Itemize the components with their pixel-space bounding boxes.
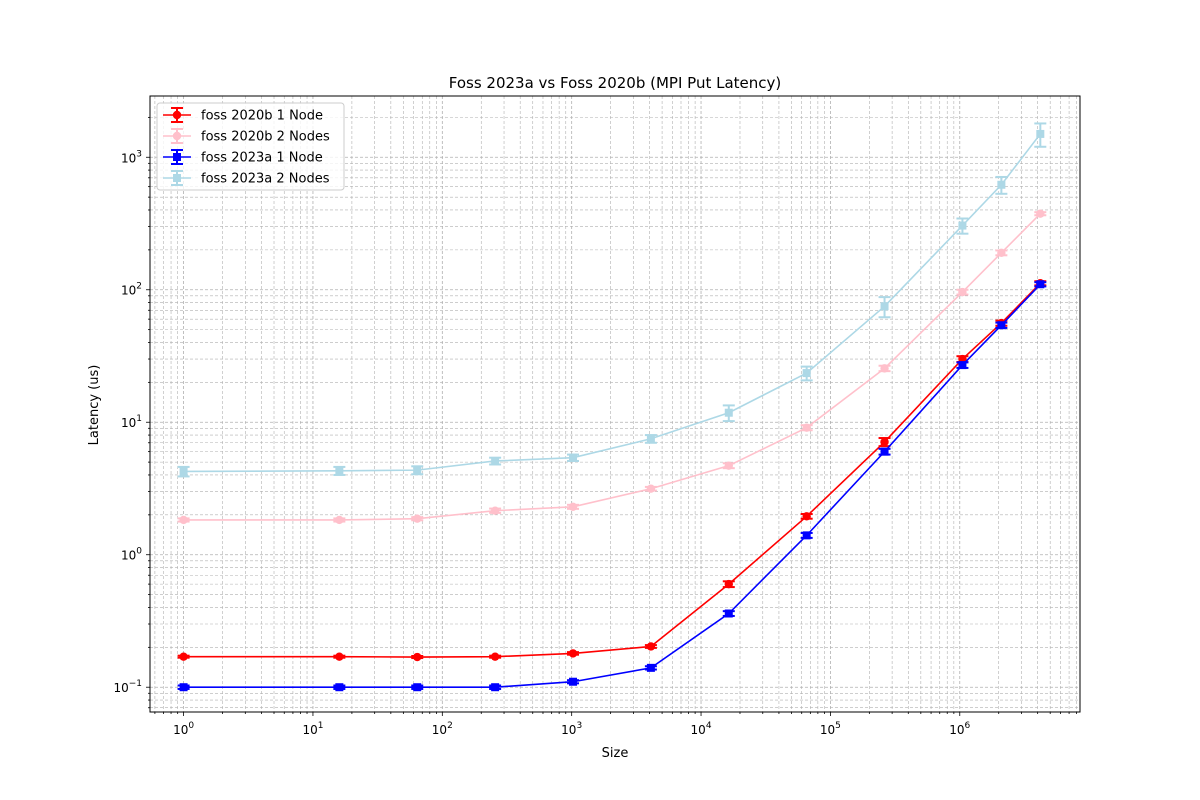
y-tick-label: 102	[121, 282, 142, 298]
data-point	[997, 248, 1006, 258]
x-tick-label: 104	[691, 721, 712, 737]
series-1	[177, 209, 1047, 525]
data-point	[880, 364, 889, 373]
data-point	[646, 484, 656, 493]
x-axis-label: Size	[602, 746, 629, 761]
data-point	[802, 531, 811, 540]
data-point	[568, 649, 578, 658]
chart-title: Foss 2023a vs Foss 2020b (MPI Put Latenc…	[449, 74, 782, 92]
legend-marker	[173, 153, 181, 161]
data-point	[958, 287, 967, 297]
series-line	[183, 283, 1041, 689]
data-point	[724, 579, 733, 589]
data-point	[724, 408, 733, 417]
data-point	[724, 461, 733, 470]
legend-marker	[173, 174, 181, 182]
data-point	[724, 609, 733, 618]
data-point	[646, 434, 655, 443]
data-point	[413, 514, 422, 523]
plot-frame	[149, 95, 1081, 713]
data-point	[880, 447, 889, 456]
x-tick-label: 105	[820, 721, 841, 737]
data-point	[1036, 129, 1045, 138]
data-point	[179, 652, 188, 661]
legend-item: foss 2023a 1 Node	[163, 149, 323, 166]
data-point	[997, 321, 1006, 330]
data-point	[491, 456, 500, 465]
data-point	[1036, 209, 1045, 218]
data-point	[179, 683, 188, 692]
y-tick-label: 103	[121, 149, 142, 165]
data-point	[490, 506, 500, 515]
x-tick-label: 102	[432, 721, 453, 737]
data-point	[490, 652, 500, 661]
legend-item: foss 2020b 2 Nodes	[163, 128, 330, 145]
legend-label: foss 2020b 2 Nodes	[201, 130, 330, 145]
data-point	[413, 652, 422, 662]
data-point	[335, 466, 344, 475]
legend-box	[156, 102, 345, 191]
data-point	[335, 515, 344, 525]
data-point	[802, 369, 811, 378]
data-point	[335, 683, 344, 692]
legend-label: foss 2023a 1 Node	[201, 151, 323, 166]
y-tick-label: 100	[121, 547, 142, 563]
data-point	[646, 642, 656, 651]
data-point	[179, 515, 188, 525]
x-tick-label: 100	[173, 721, 194, 737]
data-point	[179, 467, 188, 476]
x-tick-label: 106	[949, 721, 970, 737]
data-point	[1036, 280, 1045, 289]
legend-item: foss 2020b 1 Node	[163, 107, 323, 124]
data-point	[413, 466, 422, 475]
data-point	[958, 221, 967, 230]
series-line	[183, 282, 1041, 658]
data-point	[568, 502, 578, 512]
x-tick-label: 101	[302, 721, 323, 737]
data-point	[802, 423, 811, 432]
y-tick-label: 10−1	[113, 679, 142, 695]
x-tick-label: 103	[561, 721, 582, 737]
legend-marker	[172, 131, 182, 141]
data-point	[569, 677, 578, 686]
series-layer	[177, 122, 1047, 692]
legend: foss 2020b 1 Node foss 2020b 2 Nodes foss …	[156, 102, 345, 191]
series-3	[177, 122, 1047, 478]
data-point	[646, 663, 655, 672]
data-point	[880, 302, 889, 311]
series-2	[177, 280, 1047, 692]
legend-label: foss 2020b 1 Node	[201, 109, 323, 124]
legend-marker	[172, 110, 182, 120]
data-point	[802, 512, 811, 521]
series-line	[183, 133, 1041, 473]
data-point	[997, 180, 1006, 189]
data-point	[958, 361, 967, 370]
axis-ticks: 100 101 102 103 104 105 106 10−1 100 101 102 103	[113, 116, 1077, 737]
data-point	[880, 437, 889, 447]
y-tick-label: 101	[121, 414, 142, 430]
y-axis-label: Latency (us)	[87, 365, 102, 446]
series-line	[183, 213, 1041, 521]
data-point	[491, 683, 500, 692]
legend-label: foss 2023a 2 Nodes	[201, 172, 330, 187]
data-point	[335, 652, 344, 661]
legend-item: foss 2023a 2 Nodes	[163, 170, 330, 187]
data-point	[569, 453, 578, 462]
data-point	[413, 683, 422, 692]
